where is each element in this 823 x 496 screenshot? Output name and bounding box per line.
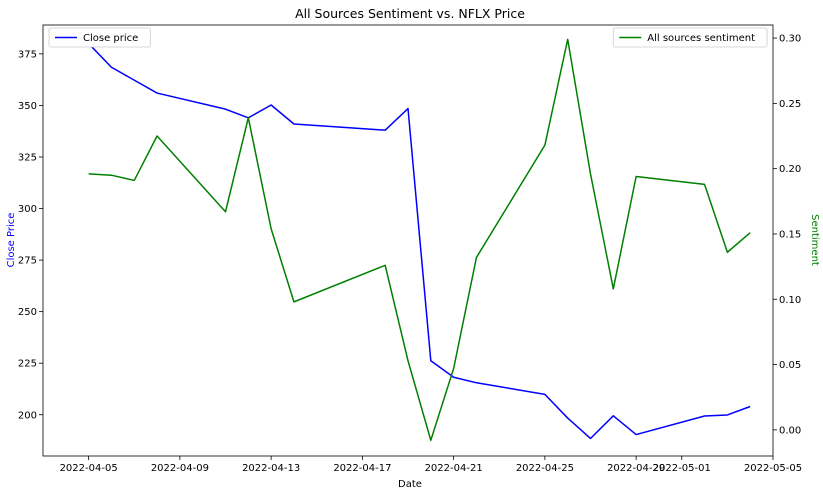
y-right-tick-label: 0.20 xyxy=(779,164,801,175)
series-line-all-sources-sentiment xyxy=(88,38,751,442)
x-axis-label: Date xyxy=(398,479,422,490)
y-left-tick-label: 325 xyxy=(18,152,37,163)
y-left-tick-label: 225 xyxy=(18,359,37,370)
y-right-tick-label: 0.00 xyxy=(779,425,801,436)
y-right-tick-label: 0.10 xyxy=(779,295,801,306)
y-right-tick-label: 0.15 xyxy=(779,229,801,240)
x-tick-label: 2022-04-17 xyxy=(333,463,391,474)
plot-frame xyxy=(42,24,774,457)
legend-label: All sources sentiment xyxy=(647,33,755,44)
y-left-tick-label: 300 xyxy=(18,204,37,215)
legend-layer: Close price All sources sentiment xyxy=(48,27,768,48)
y-right-tick-label: 0.25 xyxy=(779,99,801,110)
y-left-tick-label: 350 xyxy=(18,101,37,112)
y-axis-label-right: Sentiment xyxy=(809,214,820,266)
x-tick-label: 2022-04-25 xyxy=(516,463,574,474)
y-left-tick-label: 200 xyxy=(18,410,37,421)
y-axis-label-left: Close Price xyxy=(6,213,17,268)
x-tick-label: 2022-04-05 xyxy=(60,463,118,474)
x-tick-label: 2022-04-09 xyxy=(151,463,209,474)
series-layer xyxy=(88,38,751,442)
y-left-tick-label: 275 xyxy=(18,256,37,267)
legend-box xyxy=(48,27,151,48)
x-tick-label: 2022-04-29 xyxy=(607,463,665,474)
x-tick-label: 2022-04-13 xyxy=(242,463,300,474)
y-left-tick-label: 250 xyxy=(18,307,37,318)
legend-box xyxy=(612,27,768,48)
y-left-tick-label: 375 xyxy=(18,49,37,60)
chart-title: All Sources Sentiment vs. NFLX Price xyxy=(295,6,525,21)
y-right-tick-label: 0.05 xyxy=(779,360,801,371)
y-right-tick-label: 0.30 xyxy=(779,34,801,45)
axes-layer: 2022-04-05 2022-04-09 2022-04-13 2022-04-17… xyxy=(18,34,802,474)
legend-label: Close price xyxy=(83,33,138,44)
x-tick-label: 2022-05-01 xyxy=(653,463,711,474)
x-tick-label: 2022-05-05 xyxy=(744,463,802,474)
x-tick-label: 2022-04-21 xyxy=(425,463,483,474)
series-line-close-price xyxy=(88,43,751,440)
